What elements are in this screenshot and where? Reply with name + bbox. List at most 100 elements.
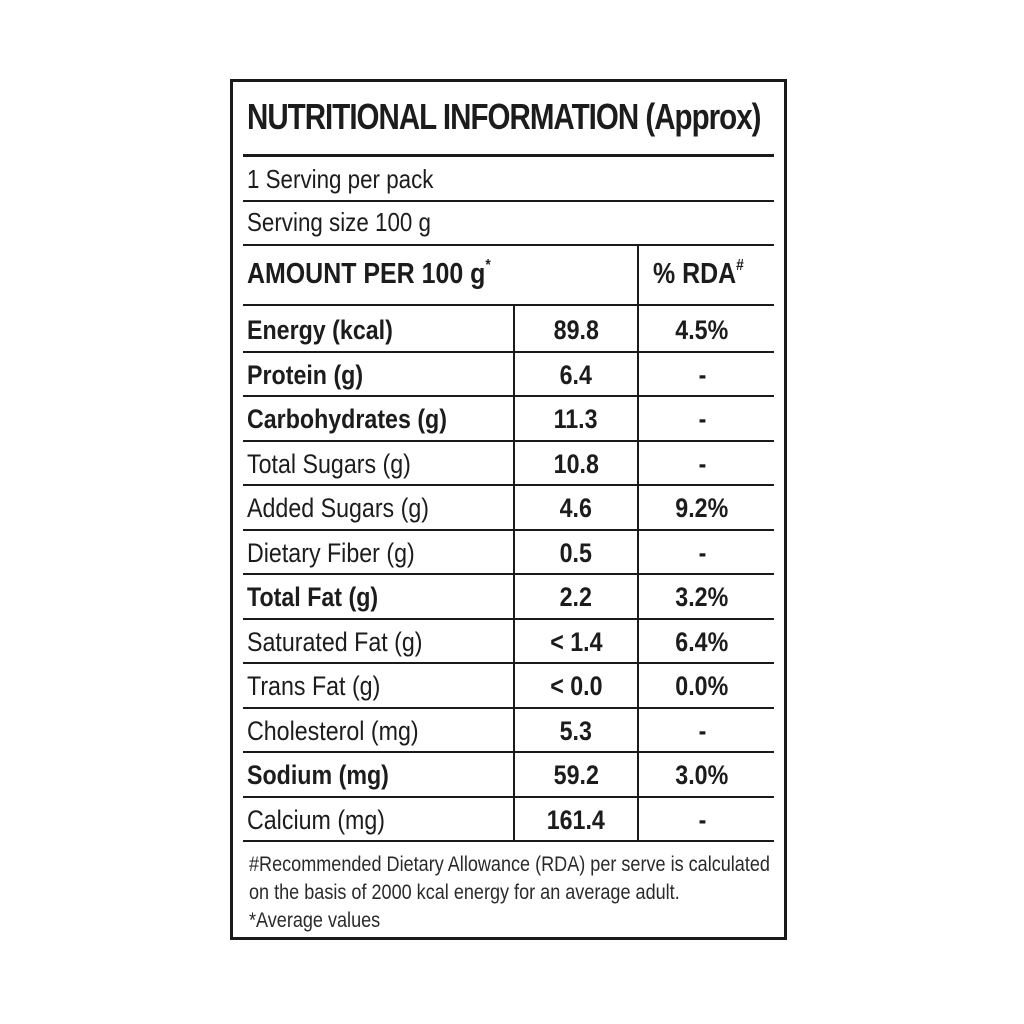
row-divider (243, 395, 774, 397)
table-row: Trans Fat (g) < 0.0 0.0% (233, 664, 784, 708)
nutrient-value: 11.3 (515, 406, 637, 433)
table-row: Carbohydrates (g) 11.3 - (233, 397, 784, 441)
nutrient-value: 6.4 (515, 359, 637, 390)
nutrient-value-text: 89.8 (553, 315, 599, 345)
row-divider (243, 662, 774, 664)
nutrient-rda-text: - (698, 404, 706, 434)
header-column-divider (637, 244, 639, 304)
amount-header-text: AMOUNT PER 100 g (247, 258, 486, 290)
nutrient-value: 0.5 (515, 537, 637, 568)
nutrient-rda-text: - (698, 537, 706, 568)
rda-header: % RDA# (653, 257, 744, 290)
nutrient-name: Protein (g) (247, 359, 364, 390)
label-title: NUTRITIONAL INFORMATION (Approx) (247, 96, 761, 137)
nutrient-value-text: 5.3 (559, 715, 593, 746)
nutrient-value-text: 6.4 (559, 359, 593, 390)
table-row: Calcium (mg) 161.4 - (233, 798, 784, 842)
nutrient-rda-text: 9.2% (675, 493, 729, 523)
rda-header-mark: # (736, 257, 744, 274)
rda-header-text: % RDA (653, 258, 737, 290)
row-divider (243, 350, 774, 353)
row-divider (243, 573, 774, 575)
nutrient-rda: 9.2% (639, 495, 765, 522)
nutrient-name: Saturated Fat (g) (247, 626, 423, 657)
nutrient-value: < 1.4 (515, 626, 637, 657)
nutrient-name: Carbohydrates (g) (247, 404, 447, 434)
nutrient-name: Dietary Fiber (g) (247, 537, 415, 568)
nutrient-rda-text: 0.0% (675, 671, 729, 701)
nutrient-value-text: 10.8 (553, 448, 599, 479)
table-row: Energy (kcal) 89.8 4.5% (233, 308, 784, 352)
table-row: Added Sugars (g) 4.6 9.2% (233, 486, 784, 530)
title-divider (243, 154, 774, 157)
header-divider (243, 304, 774, 306)
nutrient-rda: - (639, 537, 765, 568)
nutrient-rda: - (639, 804, 765, 835)
nutrient-rda-text: 3.0% (675, 760, 729, 790)
nutrient-rda-text: 6.4% (675, 626, 729, 657)
table-row: Cholesterol (mg) 5.3 - (233, 709, 784, 753)
nutrient-value: 10.8 (515, 448, 637, 479)
nutrient-value-text: 2.2 (559, 582, 593, 612)
row-divider (243, 439, 774, 442)
nutrient-rda: 3.2% (639, 584, 765, 611)
nutrient-value: 5.3 (515, 715, 637, 746)
nutrient-name: Trans Fat (g) (247, 671, 381, 701)
nutrient-rda-text: - (698, 359, 706, 390)
nutrient-rda: 4.5% (639, 317, 765, 344)
row-divider (243, 484, 774, 486)
nutrient-rda: 6.4% (639, 626, 765, 657)
footnote-rda-line1: #Recommended Dietary Allowance (RDA) per… (249, 853, 770, 876)
column-divider (637, 304, 639, 840)
footnote-rda-line2: on the basis of 2000 kcal energy for an … (249, 881, 680, 904)
nutrient-value-text: 0.5 (559, 537, 593, 568)
table-row: Total Sugars (g) 10.8 - (233, 442, 784, 486)
nutrient-name: Sodium (mg) (247, 760, 389, 790)
serving-size: Serving size 100 g (247, 207, 431, 237)
table-row: Protein (g) 6.4 - (233, 353, 784, 397)
nutrient-rda: - (639, 715, 765, 746)
divider (243, 244, 774, 246)
nutrient-rda-text: - (698, 715, 706, 746)
row-divider (243, 706, 774, 709)
nutrient-rda-text: 3.2% (675, 582, 729, 612)
nutrient-rda: - (639, 359, 765, 390)
nutrient-name: Added Sugars (g) (247, 493, 429, 523)
nutrient-rda: 3.0% (639, 762, 765, 789)
footnote-average: *Average values (249, 909, 381, 932)
nutrient-value: 59.2 (515, 762, 637, 789)
nutrient-value-text: 59.2 (553, 760, 599, 790)
nutrient-rda: - (639, 448, 765, 479)
table-row: Total Fat (g) 2.2 3.2% (233, 575, 784, 619)
nutrient-value: 89.8 (515, 317, 637, 344)
divider (243, 200, 774, 202)
row-divider (243, 840, 774, 842)
nutrient-rda: - (639, 406, 765, 433)
nutrient-value: 161.4 (515, 804, 637, 835)
table-row: Saturated Fat (g) < 1.4 6.4% (233, 620, 784, 664)
nutrient-rda-text: - (698, 448, 706, 479)
nutrient-value-text: 11.3 (554, 404, 598, 434)
nutrition-label-panel: NUTRITIONAL INFORMATION (Approx) 1 Servi… (230, 79, 787, 940)
row-divider (243, 795, 774, 798)
nutrient-rda-text: 4.5% (675, 315, 729, 345)
amount-header-mark: * (485, 257, 491, 274)
nutrient-rda-text: - (698, 804, 706, 835)
row-divider (243, 617, 774, 620)
column-divider (513, 304, 515, 840)
nutrient-name: Total Fat (g) (247, 582, 379, 612)
table-row: Sodium (mg) 59.2 3.0% (233, 753, 784, 797)
nutrient-value-text: < 0.0 (549, 671, 603, 701)
amount-header: AMOUNT PER 100 g* (247, 257, 491, 290)
nutrient-value: 2.2 (515, 584, 637, 611)
nutrient-value-text: < 1.4 (549, 626, 603, 657)
row-divider (243, 528, 774, 531)
nutrient-name: Total Sugars (g) (247, 448, 411, 479)
nutrient-value-text: 4.6 (559, 493, 593, 523)
table-row: Dietary Fiber (g) 0.5 - (233, 531, 784, 575)
nutrient-name: Energy (kcal) (247, 315, 393, 345)
row-divider (243, 751, 774, 753)
nutrient-value-text: 161.4 (546, 804, 606, 835)
nutrient-value: < 0.0 (515, 673, 637, 700)
nutrient-value: 4.6 (515, 495, 637, 522)
